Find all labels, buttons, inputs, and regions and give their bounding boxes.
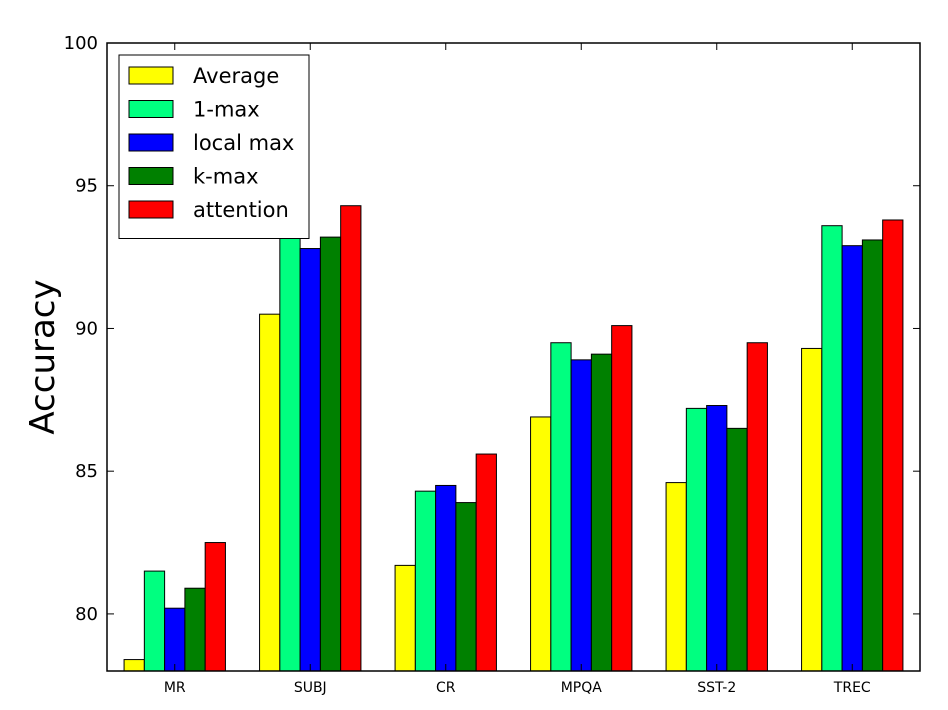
bar-attention-mpqa xyxy=(611,325,633,672)
y-tick-label: 90 xyxy=(75,318,98,339)
x-category-label-sst-2: SST-2 xyxy=(697,680,736,696)
bar-k-max-mpqa xyxy=(590,353,613,672)
bar-attention-cr xyxy=(475,453,497,672)
bars-group xyxy=(123,205,904,672)
y-axis-label: Accuracy xyxy=(23,279,63,434)
y-tick-label: 85 xyxy=(75,461,98,482)
bar-average-mpqa xyxy=(530,416,552,672)
x-axis-ticks: MR SUBJ CR MPQA SST-2 TREC xyxy=(164,43,871,696)
y-axis-ticks: 80 85 90 95 100 xyxy=(64,33,920,625)
bar-average-trec xyxy=(801,347,823,672)
bar-1-max-cr xyxy=(414,490,437,672)
bar-average-subj xyxy=(259,313,281,672)
bar-local-max-mr xyxy=(164,607,186,672)
y-tick-label: 100 xyxy=(64,33,98,54)
bar-average-sst-2 xyxy=(665,482,687,672)
bar-local-max-sst-2 xyxy=(706,405,728,672)
legend-label-k-max: k-max xyxy=(193,165,259,189)
bar-k-max-cr xyxy=(455,502,477,672)
bar-attention-subj xyxy=(340,205,362,672)
bar-k-max-sst-2 xyxy=(726,427,748,672)
bar-k-max-mr xyxy=(184,587,206,672)
legend-swatch-local-max xyxy=(128,133,174,152)
x-category-label-cr: CR xyxy=(436,680,456,696)
x-category-label-mr: MR xyxy=(164,680,186,696)
bar-local-max-cr xyxy=(435,484,457,672)
legend-label-average: Average xyxy=(193,64,279,88)
legend-label-local-max: local max xyxy=(193,131,294,155)
y-tick-label: 95 xyxy=(75,176,98,197)
x-category-label-mpqa: MPQA xyxy=(561,680,603,696)
legend-label-attention: attention xyxy=(193,198,289,222)
y-tick-label: 80 xyxy=(75,604,98,625)
legend-swatch-1-max xyxy=(128,100,174,118)
x-category-label-trec: TREC xyxy=(833,680,871,696)
bar-1-max-trec xyxy=(821,225,843,672)
bar-average-cr xyxy=(394,564,416,672)
bar-local-max-trec xyxy=(841,245,863,672)
bar-k-max-subj xyxy=(319,236,342,672)
legend-swatch-attention xyxy=(128,200,174,219)
bar-average-mr xyxy=(123,659,145,672)
bar-local-max-mpqa xyxy=(570,359,592,672)
bar-1-max-mpqa xyxy=(550,342,572,672)
bar-attention-mr xyxy=(204,542,226,672)
bar-1-max-sst-2 xyxy=(685,407,708,672)
x-category-label-subj: SUBJ xyxy=(294,680,327,696)
bar-attention-sst-2 xyxy=(746,342,768,672)
legend-swatch-average xyxy=(128,66,174,85)
bar-1-max-mr xyxy=(143,570,166,672)
legend-label-1-max: 1-max xyxy=(193,98,260,122)
legend-swatch-k-max xyxy=(128,167,174,185)
bar-attention-trec xyxy=(882,219,904,672)
bar-1-max-subj xyxy=(279,230,301,672)
bar-k-max-trec xyxy=(861,239,884,672)
legend: Average 1-max local max k-max attention xyxy=(118,54,310,239)
bar-local-max-subj xyxy=(299,248,321,672)
plot-frame xyxy=(106,42,921,672)
